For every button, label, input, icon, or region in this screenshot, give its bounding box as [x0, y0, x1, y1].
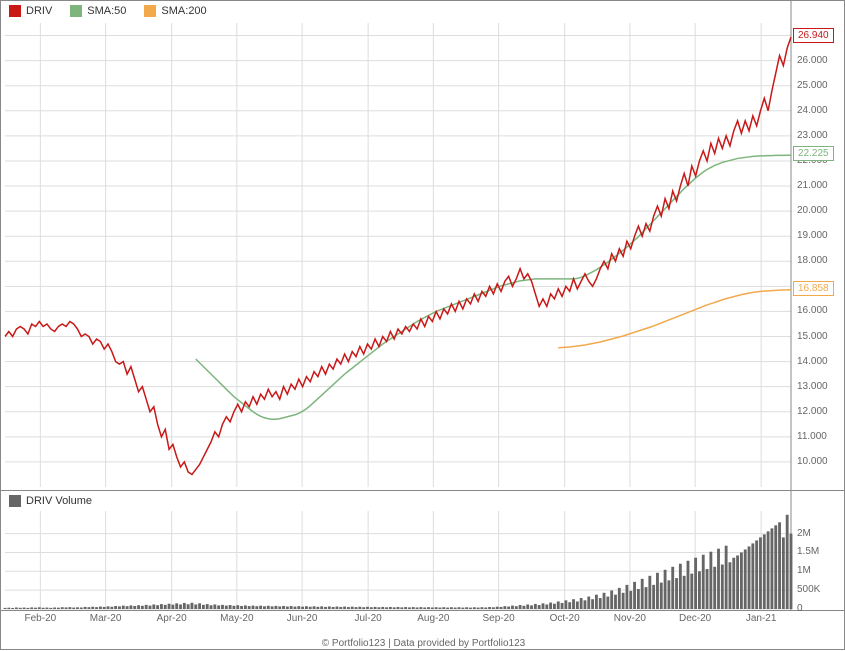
y-tick-label: 19.000: [797, 230, 828, 241]
y-tick-label: 24.000: [797, 105, 828, 116]
y-tick-label: 16.000: [797, 305, 828, 316]
x-tick-label: Apr-20: [157, 613, 187, 624]
price-plot: [1, 1, 845, 491]
y-tick-label: 12.000: [797, 406, 828, 417]
legend-swatch: [9, 495, 21, 507]
legend-swatch: [9, 5, 21, 17]
x-tick-label: Jun-20: [287, 613, 318, 624]
legend-swatch: [144, 5, 156, 17]
chart-footer: © Portfolio123 | Data provided by Portfo…: [1, 636, 845, 651]
x-tick-label: Nov-20: [614, 613, 646, 624]
x-tick-label: Jan-21: [746, 613, 777, 624]
y-tick-label: 26.000: [797, 55, 828, 66]
legend-label: DRIV: [26, 5, 52, 17]
legend-item: DRIV: [9, 5, 52, 17]
price-flag: 16.858: [793, 281, 834, 296]
legend-label: DRIV Volume: [26, 495, 92, 507]
legend-item: DRIV Volume: [9, 495, 92, 507]
price-panel: DRIV SMA:50 SMA:200 10.000 11.000 12.000 13.0…: [1, 1, 845, 491]
y-tick-label: 20.000: [797, 205, 828, 216]
legend-swatch: [70, 5, 82, 17]
y-tick-label: 14.000: [797, 356, 828, 367]
y-tick-label: 21.000: [797, 180, 828, 191]
y-tick-label: 23.000: [797, 130, 828, 141]
y-tick-label: 13.000: [797, 381, 828, 392]
x-tick-label: Sep-20: [482, 613, 514, 624]
price-flag: 26.940: [793, 28, 834, 43]
y-tick-label: 2M: [797, 528, 811, 539]
price-legend: DRIV SMA:50 SMA:200: [9, 5, 207, 17]
y-tick-label: 25.000: [797, 80, 828, 91]
legend-item: SMA:200: [144, 5, 206, 17]
x-tick-label: Feb-20: [25, 613, 57, 624]
x-tick-label: Mar-20: [90, 613, 122, 624]
x-axis: Feb-20 Mar-20 Apr-20 May-20 Jun-20 Jul-20 Aug-…: [1, 611, 845, 636]
y-tick-label: 1.5M: [797, 546, 819, 557]
y-tick-label: 500K: [797, 584, 820, 595]
legend-label: SMA:200: [161, 5, 206, 17]
y-tick-label: 11.000: [797, 431, 827, 442]
x-tick-label: May-20: [220, 613, 253, 624]
legend-item: SMA:50: [70, 5, 126, 17]
x-tick-label: Oct-20: [550, 613, 580, 624]
x-tick-label: Jul-20: [355, 613, 382, 624]
price-flag: 22.225: [793, 146, 834, 161]
volume-plot: [1, 491, 845, 611]
stock-chart: DRIV SMA:50 SMA:200 10.000 11.000 12.000 13.0…: [0, 0, 845, 650]
x-tick-label: Dec-20: [679, 613, 711, 624]
volume-legend: DRIV Volume: [9, 495, 92, 507]
y-tick-label: 18.000: [797, 255, 828, 266]
x-tick-label: Aug-20: [417, 613, 449, 624]
y-tick-label: 15.000: [797, 331, 828, 342]
volume-panel: DRIV Volume 0500K1M1.5M2M: [1, 491, 845, 611]
y-tick-label: 10.000: [797, 456, 828, 467]
legend-label: SMA:50: [87, 5, 126, 17]
y-tick-label: 1M: [797, 565, 811, 576]
